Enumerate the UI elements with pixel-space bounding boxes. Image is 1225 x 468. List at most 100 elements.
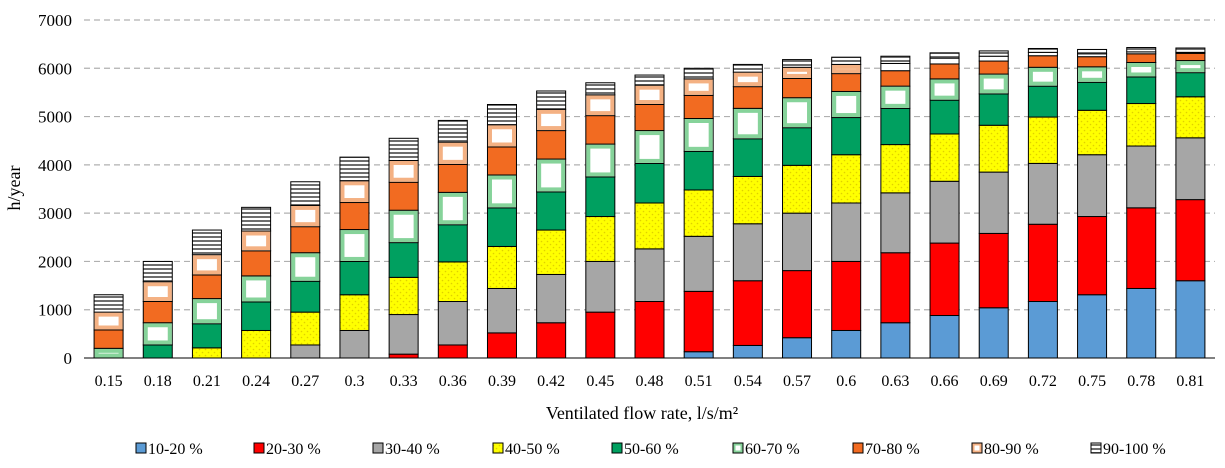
bar-segment — [1027, 85, 1058, 118]
bar-segment — [142, 301, 173, 324]
bar-segment — [732, 107, 763, 140]
bar-segment — [437, 344, 468, 359]
bar-segment — [191, 323, 222, 349]
bar-segment — [585, 260, 616, 313]
x-tick-label: 0.36 — [439, 373, 467, 390]
bar-segment — [585, 216, 616, 262]
bar-segment — [388, 314, 419, 355]
x-tick-label: 0.63 — [881, 373, 909, 390]
legend-swatch-frame — [972, 443, 982, 453]
y-tick-label: 1000 — [38, 301, 72, 320]
y-axis-title: h/year — [4, 166, 24, 211]
bar-segment — [978, 93, 1009, 126]
bar-segment — [1175, 72, 1206, 98]
x-tick-label: 0.69 — [980, 373, 1008, 390]
legend-label: 40-50 % — [505, 441, 560, 458]
legend-swatch — [1090, 442, 1102, 454]
bar-segment — [388, 209, 419, 244]
bar-segment — [782, 270, 813, 339]
bar-segment — [978, 50, 1009, 57]
bar-segment — [1027, 301, 1058, 359]
bar-segment-frame — [537, 109, 566, 131]
bar-segment — [1027, 51, 1058, 57]
bar-segment — [732, 86, 763, 109]
bar-segment — [782, 77, 813, 99]
bar-segment — [683, 94, 714, 120]
bar-segment-frame — [930, 79, 959, 100]
bar-segment — [388, 242, 419, 278]
bar-segment — [290, 311, 321, 346]
bar-segment — [880, 252, 911, 324]
legend-label: 20-30 % — [266, 441, 321, 458]
bar-segment-frame — [979, 74, 1008, 94]
bar-segment — [831, 117, 862, 156]
bar-segment — [388, 276, 419, 316]
bar-segment — [585, 176, 616, 218]
bar-segment-frame — [291, 205, 320, 227]
bar-segment — [1126, 103, 1157, 147]
bar-segment-frame — [192, 299, 221, 324]
bar-segment-frame — [192, 255, 221, 275]
bar-segment — [388, 137, 419, 162]
bar-segment — [978, 232, 1009, 309]
x-tick-labels: 0.15 0.18 0.21 0.24 0.27 0.3 0.33 0.36 0.39 0.42 0… — [95, 373, 1205, 390]
bar-segment — [585, 143, 616, 178]
x-tick-label: 0.15 — [95, 373, 123, 390]
x-tick-label: 0.6 — [836, 373, 856, 390]
bar-segment — [339, 294, 370, 331]
bar-segment-frame — [1127, 62, 1156, 77]
x-tick-label: 0.75 — [1078, 373, 1106, 390]
y-tick-label: 5000 — [38, 108, 72, 127]
bar-segment — [634, 202, 665, 250]
bar-segment-frame — [242, 276, 271, 302]
bar-segment-frame — [438, 142, 467, 164]
bar-segment — [782, 59, 813, 68]
x-tick-label: 0.24 — [242, 373, 270, 390]
bar-segment — [782, 212, 813, 272]
bar-segment-frame — [1078, 67, 1107, 82]
legend: 10-20 % 20-30 % 30-40 % 40-50 % 50-60 % 60-70… — [135, 441, 1166, 458]
bar-segment-frame — [143, 282, 172, 302]
bar-segment-frame — [340, 181, 369, 203]
bar-segment — [437, 163, 468, 193]
bar-segment — [536, 273, 567, 324]
bar-segment — [880, 322, 911, 359]
bar-segment — [1126, 207, 1157, 289]
bar-segment — [880, 192, 911, 254]
bar-segment — [339, 156, 370, 182]
bar-segment-frame — [487, 125, 516, 147]
bar-segment — [978, 307, 1009, 359]
bar-segment — [1077, 56, 1108, 68]
bar-segment — [1077, 154, 1108, 218]
bar-segment — [1175, 137, 1206, 201]
bar-segment — [486, 146, 517, 176]
bar-segment — [831, 329, 862, 359]
x-tick-label: 0.66 — [931, 373, 959, 390]
x-tick-label: 0.54 — [734, 373, 762, 390]
bar-segment — [929, 63, 960, 80]
bar-segment — [486, 104, 517, 126]
bar-segment — [339, 260, 370, 296]
bar-segment — [1077, 81, 1108, 111]
y-tick-label: 3000 — [38, 204, 72, 223]
x-tick-label: 0.21 — [193, 373, 221, 390]
bar-segment — [290, 226, 321, 254]
bar-segment — [634, 130, 665, 164]
bar-segment — [880, 107, 911, 146]
bar-segment — [1027, 162, 1058, 225]
bar-segment — [1077, 294, 1108, 359]
bar-segment-frame — [783, 98, 812, 128]
bar-segment — [536, 322, 567, 359]
bar-segment — [929, 180, 960, 244]
bar-segment-frame — [389, 210, 418, 243]
bar-segment — [782, 337, 813, 359]
bar-segment — [241, 301, 272, 331]
x-tick-label: 0.48 — [636, 373, 664, 390]
bar-segment — [241, 206, 272, 232]
bar-segment — [486, 287, 517, 334]
bar-segment-frame — [291, 253, 320, 281]
bar-segment — [585, 311, 616, 359]
bar-segment-frame — [242, 231, 271, 251]
bar-segment-frame — [635, 85, 664, 104]
x-tick-label: 0.57 — [783, 373, 811, 390]
